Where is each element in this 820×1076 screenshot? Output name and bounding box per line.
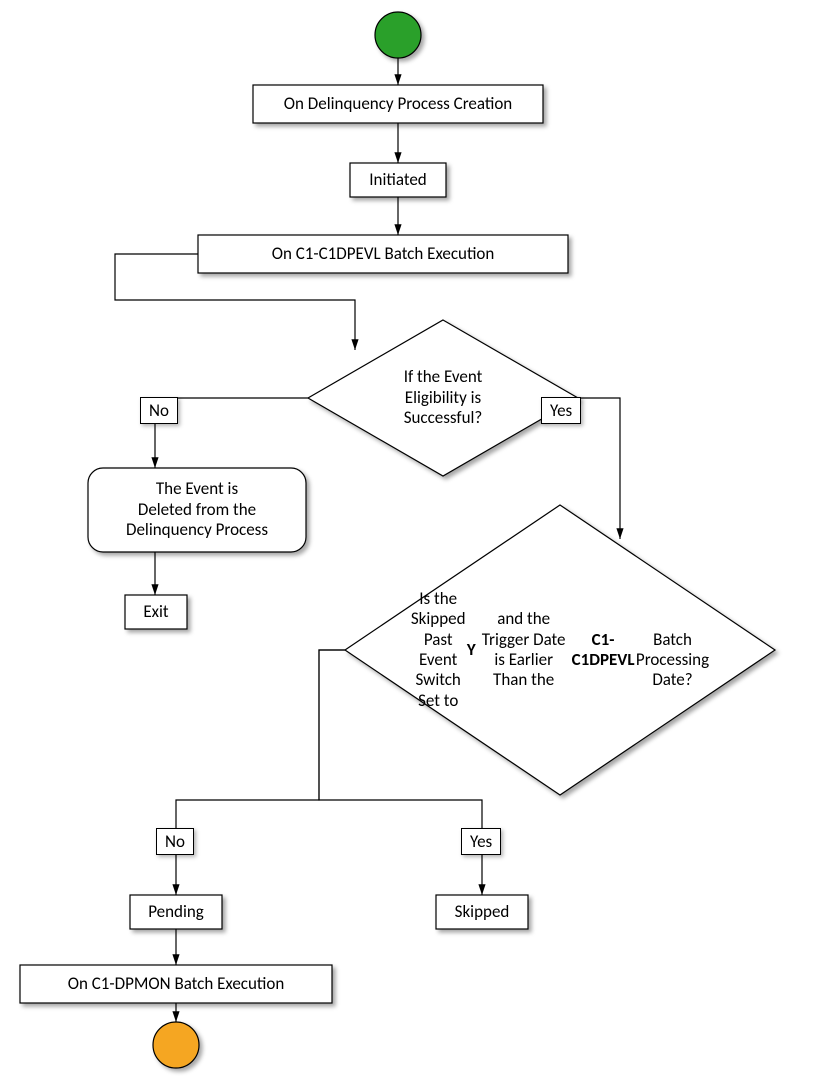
node-label-decision2: Is theSkipped PastEvent SwitchSet to Y a… bbox=[410, 505, 711, 795]
node-start bbox=[375, 12, 421, 58]
edge-label-decision2-skipped: Yes bbox=[461, 828, 501, 855]
node-label-exit: Exit bbox=[125, 595, 187, 629]
node-label-batch1: On C1-C1DPEVL Batch Execution bbox=[198, 235, 568, 273]
node-label-deleted: The Event isDeleted from theDelinquency … bbox=[88, 468, 306, 552]
edge-decision2-pending bbox=[176, 650, 345, 895]
edge-label-decision1-deleted: No bbox=[140, 397, 178, 424]
edge-label-decision2-pending: No bbox=[156, 828, 194, 855]
node-end bbox=[153, 1022, 199, 1068]
node-label-decision1: If the EventEligibility isSuccessful? bbox=[349, 320, 538, 476]
node-label-initiated: Initiated bbox=[350, 163, 446, 197]
node-label-skipped: Skipped bbox=[436, 895, 528, 929]
node-label-batch2: On C1-DPMON Batch Execution bbox=[20, 965, 332, 1003]
node-label-creation: On Delinquency Process Creation bbox=[253, 85, 543, 123]
node-label-pending: Pending bbox=[130, 895, 222, 929]
edge-label-decision1-decision2: Yes bbox=[541, 397, 581, 424]
